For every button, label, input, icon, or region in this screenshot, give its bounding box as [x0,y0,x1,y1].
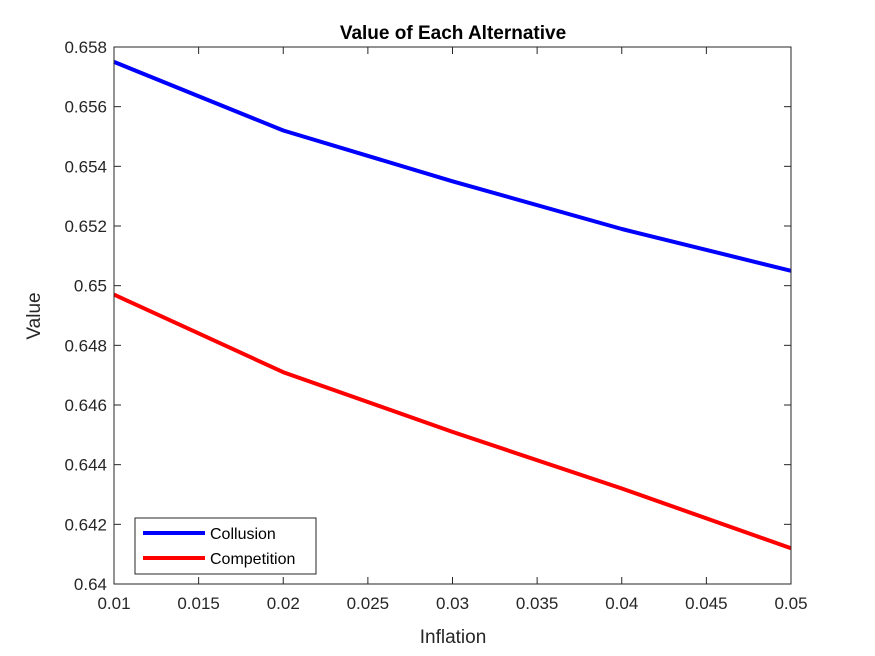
x-tick-label: 0.035 [516,594,559,613]
series-line-competition [113,292,792,551]
x-tick-label: 0.015 [177,594,220,613]
x-tick-label: 0.03 [436,594,469,613]
axes: 0.01 0.015 0.02 0.025 0.03 0.035 0.04 0.045 0.05… [64,38,807,613]
legend-label-competition: Competition [210,551,295,568]
series-line-collusion [113,60,792,273]
x-axis-title: Inflation [420,627,487,648]
x-tick-label: 0.04 [605,594,638,613]
legend-box [134,517,317,575]
y-tick-label: 0.656 [64,98,107,117]
y-tick-label: 0.648 [64,336,107,355]
x-tick-label: 0.05 [774,594,807,613]
y-tick-label: 0.644 [64,456,107,475]
legend: Collusion Competition [134,517,317,575]
plot-area [114,47,791,584]
y-tick-label: 0.65 [74,277,107,296]
legend-label-collusion: Collusion [210,526,276,543]
x-tick-label: 0.025 [347,594,390,613]
y-tick-label: 0.652 [64,217,107,236]
y-tick-label: 0.658 [64,38,107,57]
x-tick-label: 0.045 [685,594,728,613]
x-tick-label: 0.02 [267,594,300,613]
y-tick-label: 0.64 [74,575,107,594]
y-tick-label: 0.654 [64,157,107,176]
y-tick-label: 0.646 [64,396,107,415]
series-layer [113,60,792,551]
x-tick-label: 0.01 [97,594,130,613]
y-tick-label: 0.642 [64,515,107,534]
chart-title: Value of Each Alternative [340,23,566,44]
y-axis-title: Value [24,292,45,339]
